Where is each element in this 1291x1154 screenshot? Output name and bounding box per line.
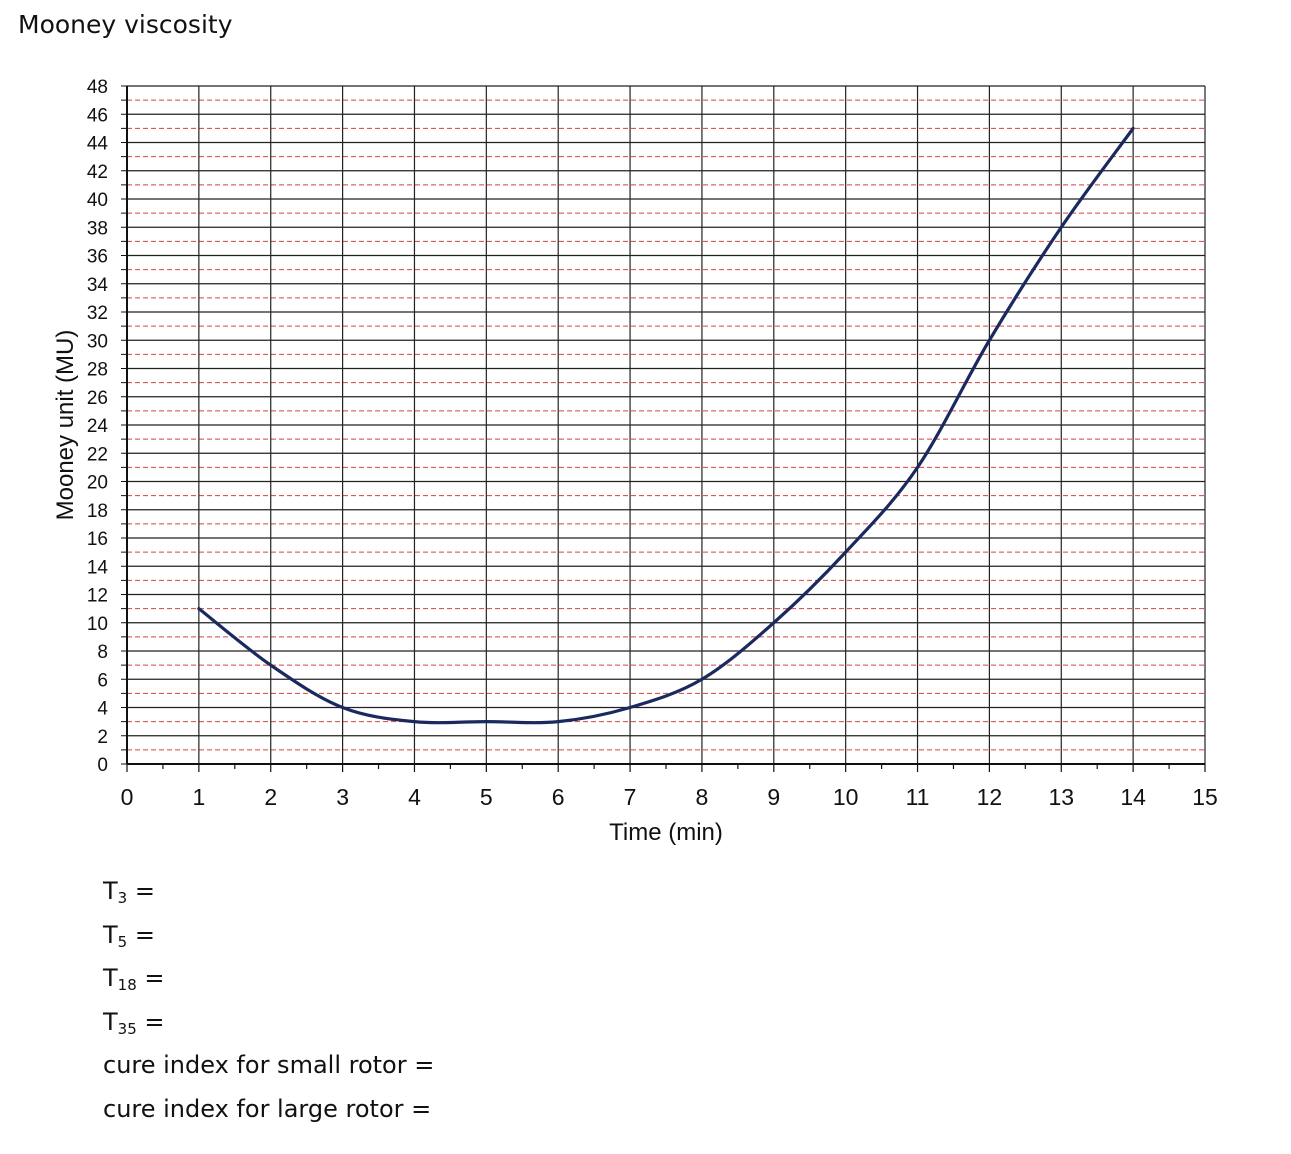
answer-list: T3 = T5 = T18 = T35 = cure index for sma… bbox=[103, 874, 434, 1135]
x-tick-label: 13 bbox=[1048, 784, 1074, 810]
answer-line: T3 = bbox=[103, 874, 434, 918]
tick-labels: 0 1 2 3 4 5 6 7 8 9 10 11 12 13 14 15024681012141618202… bbox=[87, 77, 1218, 810]
y-tick-label: 48 bbox=[87, 77, 108, 98]
minor-gridlines bbox=[127, 99, 1205, 751]
answer-label: T bbox=[103, 920, 118, 949]
answer-line: T35 = bbox=[103, 1005, 434, 1049]
y-tick-label: 24 bbox=[87, 416, 109, 437]
y-tick-label: 4 bbox=[97, 699, 108, 720]
y-tick-label: 10 bbox=[87, 614, 108, 635]
y-tick-label: 2 bbox=[97, 727, 108, 748]
answer-suffix: = bbox=[127, 920, 155, 949]
y-tick-label: 8 bbox=[97, 642, 108, 663]
mooney-chart: 0 1 2 3 4 5 6 7 8 9 10 11 12 13 14 15024681012141618202… bbox=[52, 77, 1218, 846]
answer-suffix: = bbox=[406, 1051, 435, 1079]
x-tick-label: 11 bbox=[906, 784, 930, 810]
answer-label: T bbox=[103, 964, 118, 992]
x-tick-label: 7 bbox=[624, 784, 637, 810]
y-tick-label: 32 bbox=[87, 303, 108, 324]
answer-subscript: 35 bbox=[117, 1019, 137, 1038]
y-tick-label: 42 bbox=[87, 162, 108, 183]
y-tick-label: 34 bbox=[87, 275, 109, 296]
answer-suffix: = bbox=[127, 877, 155, 905]
x-tick-label: 0 bbox=[121, 784, 134, 810]
y-tick-label: 6 bbox=[97, 670, 108, 691]
major-gridlines bbox=[126, 85, 1206, 765]
y-tick-label: 36 bbox=[87, 247, 108, 268]
x-tick-label: 4 bbox=[408, 784, 421, 810]
answer-subscript: 3 bbox=[117, 889, 128, 907]
answer-label: T bbox=[103, 877, 118, 905]
y-tick-label: 12 bbox=[87, 586, 108, 607]
series-line bbox=[197, 126, 1135, 725]
y-tick-label: 14 bbox=[87, 557, 109, 578]
answer-label: T bbox=[103, 1007, 118, 1036]
y-tick-label: 22 bbox=[87, 444, 108, 465]
answer-line: cure index for small rotor = bbox=[103, 1048, 434, 1092]
y-tick-label: 0 bbox=[97, 755, 108, 776]
x-tick-label: 14 bbox=[1120, 784, 1146, 810]
answer-line: T5 = bbox=[103, 918, 434, 962]
y-tick-label: 38 bbox=[87, 218, 108, 239]
answer-suffix: = bbox=[403, 1094, 432, 1123]
y-tick-label: 20 bbox=[87, 473, 108, 494]
y-tick-label: 30 bbox=[87, 331, 108, 352]
y-tick-label: 26 bbox=[87, 388, 108, 409]
y-tick-label: 28 bbox=[87, 360, 108, 381]
x-tick-label: 12 bbox=[977, 784, 1003, 810]
x-tick-label: 10 bbox=[833, 784, 859, 810]
x-tick-label: 15 bbox=[1192, 784, 1218, 810]
x-tick-label: 9 bbox=[767, 784, 780, 810]
answer-line: T18 = bbox=[103, 961, 434, 1005]
answer-subscript: 5 bbox=[117, 932, 128, 951]
y-tick-label: 16 bbox=[87, 529, 108, 550]
x-tick-label: 8 bbox=[696, 784, 709, 810]
x-tick-label: 2 bbox=[264, 784, 277, 810]
x-axis-label: Time (min) bbox=[609, 819, 723, 846]
y-axis-label: Mooney unit (MU) bbox=[52, 330, 79, 521]
answer-suffix: = bbox=[136, 1007, 165, 1036]
answer-subscript: 18 bbox=[117, 976, 137, 994]
y-tick-label: 18 bbox=[87, 501, 108, 522]
page-heading: Mooney viscosity bbox=[18, 10, 233, 39]
answer-suffix: = bbox=[136, 964, 165, 992]
x-tick-label: 3 bbox=[336, 784, 349, 810]
y-tick-label: 40 bbox=[87, 190, 108, 211]
x-tick-label: 1 bbox=[192, 784, 205, 810]
axes bbox=[121, 85, 1206, 772]
x-tick-label: 6 bbox=[552, 784, 565, 810]
answer-line: cure index for large rotor = bbox=[103, 1092, 434, 1136]
answer-label: cure index for large rotor bbox=[103, 1094, 404, 1123]
y-tick-label: 46 bbox=[87, 105, 108, 126]
data-series bbox=[197, 126, 1135, 725]
answer-label: cure index for small rotor bbox=[103, 1051, 407, 1079]
y-tick-label: 44 bbox=[87, 134, 109, 155]
x-tick-label: 5 bbox=[480, 784, 493, 810]
